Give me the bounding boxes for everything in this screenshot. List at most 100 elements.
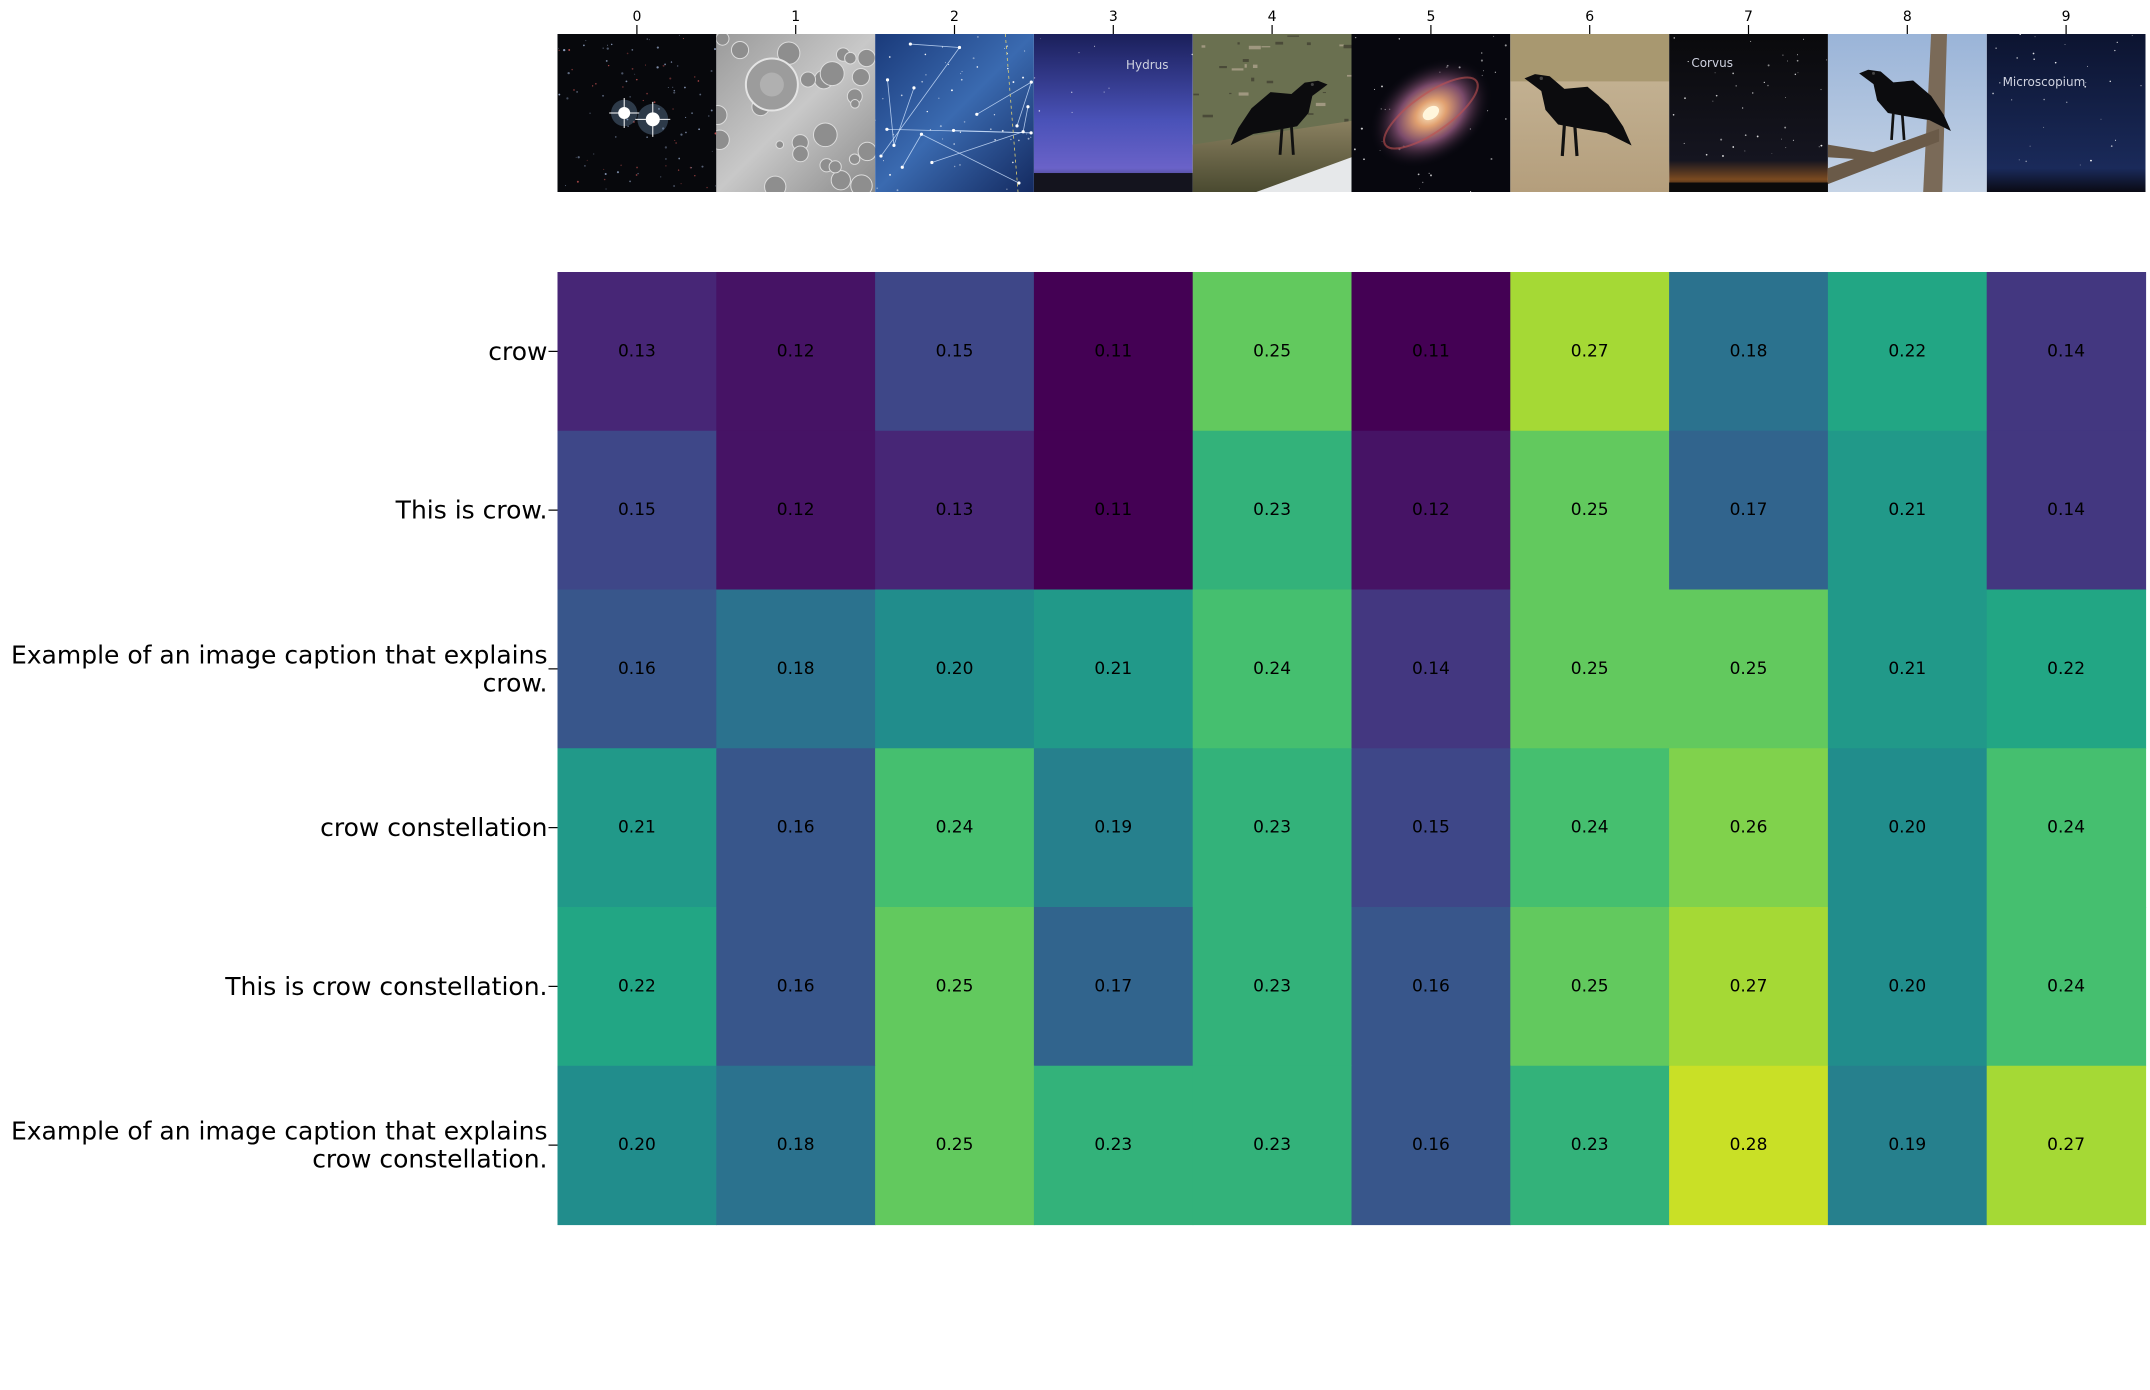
heatmap-cell bbox=[1033, 1065, 1194, 1226]
cell-value-label: 0.24 bbox=[1253, 659, 1291, 679]
cell-value-label: 0.24 bbox=[2047, 818, 2085, 838]
image-thumbnail bbox=[1192, 34, 1352, 192]
cell-value-label: 0.13 bbox=[618, 341, 656, 361]
heatmap-cell bbox=[557, 272, 717, 432]
heatmap-cell bbox=[716, 748, 876, 908]
cell-value-label: 0.19 bbox=[1888, 1135, 1926, 1155]
heatmap-cell bbox=[1669, 1065, 1829, 1226]
cell-value-label: 0.26 bbox=[1730, 818, 1768, 838]
cell-value-label: 0.11 bbox=[1094, 341, 1132, 361]
cell-value-label: 0.20 bbox=[936, 659, 974, 679]
image-thumbnail bbox=[1827, 34, 1987, 192]
heatmap-cell bbox=[875, 907, 1035, 1067]
heatmap-cell bbox=[1669, 748, 1829, 908]
cell-value-label: 0.25 bbox=[1730, 659, 1768, 679]
heatmap-cell bbox=[1192, 430, 1353, 591]
heatmap-cell bbox=[1033, 272, 1194, 432]
x-tick-label: 1 bbox=[791, 9, 800, 25]
cell-value-label: 0.23 bbox=[1253, 500, 1291, 520]
cell-value-label: 0.21 bbox=[1888, 659, 1926, 679]
heatmap-cell bbox=[1351, 272, 1511, 432]
x-tick-label: 0 bbox=[632, 9, 641, 25]
cell-value-label: 0.16 bbox=[777, 976, 815, 996]
cell-value-label: 0.16 bbox=[777, 818, 815, 838]
heatmap-cell bbox=[1510, 1065, 1670, 1226]
heatmap-cell bbox=[1510, 589, 1670, 749]
heatmap-cell bbox=[875, 272, 1035, 432]
image-thumbnail: Hydrus bbox=[1033, 34, 1193, 192]
cell-value-label: 0.22 bbox=[2047, 659, 2085, 679]
cell-value-label: 0.22 bbox=[1888, 341, 1926, 361]
x-tick-label: 6 bbox=[1585, 9, 1594, 25]
cell-value-label: 0.16 bbox=[1412, 1135, 1450, 1155]
cell-value-label: 0.15 bbox=[936, 341, 974, 361]
cell-value-label: 0.23 bbox=[1571, 1135, 1609, 1155]
cell-value-label: 0.25 bbox=[936, 1135, 974, 1155]
heatmap-cell bbox=[1827, 430, 1988, 591]
heatmap-cell bbox=[1351, 907, 1511, 1067]
heatmap-cell bbox=[1192, 907, 1353, 1067]
heatmap-cell bbox=[1986, 748, 2147, 908]
cell-value-label: 0.23 bbox=[1253, 1135, 1291, 1155]
heatmap-cell bbox=[716, 589, 876, 749]
heatmap-cell bbox=[1510, 748, 1670, 908]
heatmap-cell bbox=[557, 748, 717, 908]
heatmap-cell bbox=[1192, 1065, 1353, 1226]
thumbnail-caption: Microscopium bbox=[2003, 75, 2086, 89]
heatmap-cell bbox=[1827, 907, 1988, 1067]
x-tick-label: 2 bbox=[950, 9, 959, 25]
cell-value-label: 0.18 bbox=[777, 659, 815, 679]
heatmap-cell bbox=[1669, 589, 1829, 749]
heatmap-cell bbox=[1510, 272, 1670, 432]
cell-value-label: 0.25 bbox=[1253, 341, 1291, 361]
image-thumbnail: Corvus bbox=[1669, 34, 1828, 192]
heatmap-cell bbox=[875, 1065, 1035, 1226]
cell-value-label: 0.25 bbox=[1571, 976, 1609, 996]
heatmap-cells: 0.13 0.12 0.15 0.11 0.25 0.11 0.27 0.18 0.22 0.14… bbox=[557, 272, 2147, 1226]
cell-value-label: 0.27 bbox=[2047, 1135, 2085, 1155]
y-tick-label: This is crow constellation. bbox=[224, 972, 547, 1001]
y-tick-label: crow constellation bbox=[320, 813, 547, 842]
heatmap-cell bbox=[1827, 1065, 1988, 1226]
heatmap-cell bbox=[1192, 272, 1353, 432]
heatmap-cell bbox=[716, 907, 876, 1067]
cell-value-label: 0.12 bbox=[1412, 500, 1450, 520]
heatmap-cell bbox=[1192, 589, 1353, 749]
cell-value-label: 0.21 bbox=[1094, 659, 1132, 679]
image-thumbnail bbox=[875, 34, 1034, 192]
heatmap-cell bbox=[1192, 748, 1353, 908]
cell-value-label: 0.27 bbox=[1730, 976, 1768, 996]
cell-value-label: 0.13 bbox=[936, 500, 974, 520]
cell-value-label: 0.24 bbox=[1571, 818, 1609, 838]
thumbnail-caption: Hydrus bbox=[1126, 58, 1169, 72]
heatmap-cell bbox=[1986, 272, 2147, 432]
x-tick-label: 8 bbox=[1903, 9, 1912, 25]
heatmap-cell bbox=[1827, 589, 1988, 749]
heatmap-cell bbox=[1986, 589, 2147, 749]
heatmap-cell bbox=[1986, 1065, 2147, 1226]
heatmap-cell bbox=[1033, 748, 1194, 908]
cell-value-label: 0.23 bbox=[1094, 1135, 1132, 1155]
cell-value-label: 0.18 bbox=[1730, 341, 1768, 361]
cell-value-label: 0.17 bbox=[1094, 976, 1132, 996]
cell-value-label: 0.20 bbox=[1888, 818, 1926, 838]
heatmap-cell bbox=[1351, 589, 1511, 749]
cell-value-label: 0.14 bbox=[2047, 341, 2085, 361]
cell-value-label: 0.14 bbox=[2047, 500, 2085, 520]
y-tick-label: This is crow. bbox=[395, 496, 548, 525]
heatmap-cell bbox=[1986, 907, 2147, 1067]
heatmap-cell bbox=[875, 589, 1035, 749]
heatmap-cell bbox=[1510, 907, 1670, 1067]
cell-value-label: 0.25 bbox=[1571, 500, 1609, 520]
heatmap-cell bbox=[1351, 430, 1511, 591]
heatmap-cell bbox=[557, 430, 717, 591]
heatmap-cell bbox=[1827, 748, 1988, 908]
heatmap-cell bbox=[1986, 430, 2147, 591]
cell-value-label: 0.28 bbox=[1730, 1135, 1768, 1155]
heatmap-cell bbox=[1351, 748, 1511, 908]
cell-value-label: 0.25 bbox=[936, 976, 974, 996]
cell-value-label: 0.22 bbox=[618, 976, 656, 996]
heatmap-cell bbox=[716, 430, 876, 591]
y-axis-ticks: crow This is crow. Example of an image cap… bbox=[11, 337, 558, 1174]
x-tick-label: 4 bbox=[1268, 9, 1277, 25]
